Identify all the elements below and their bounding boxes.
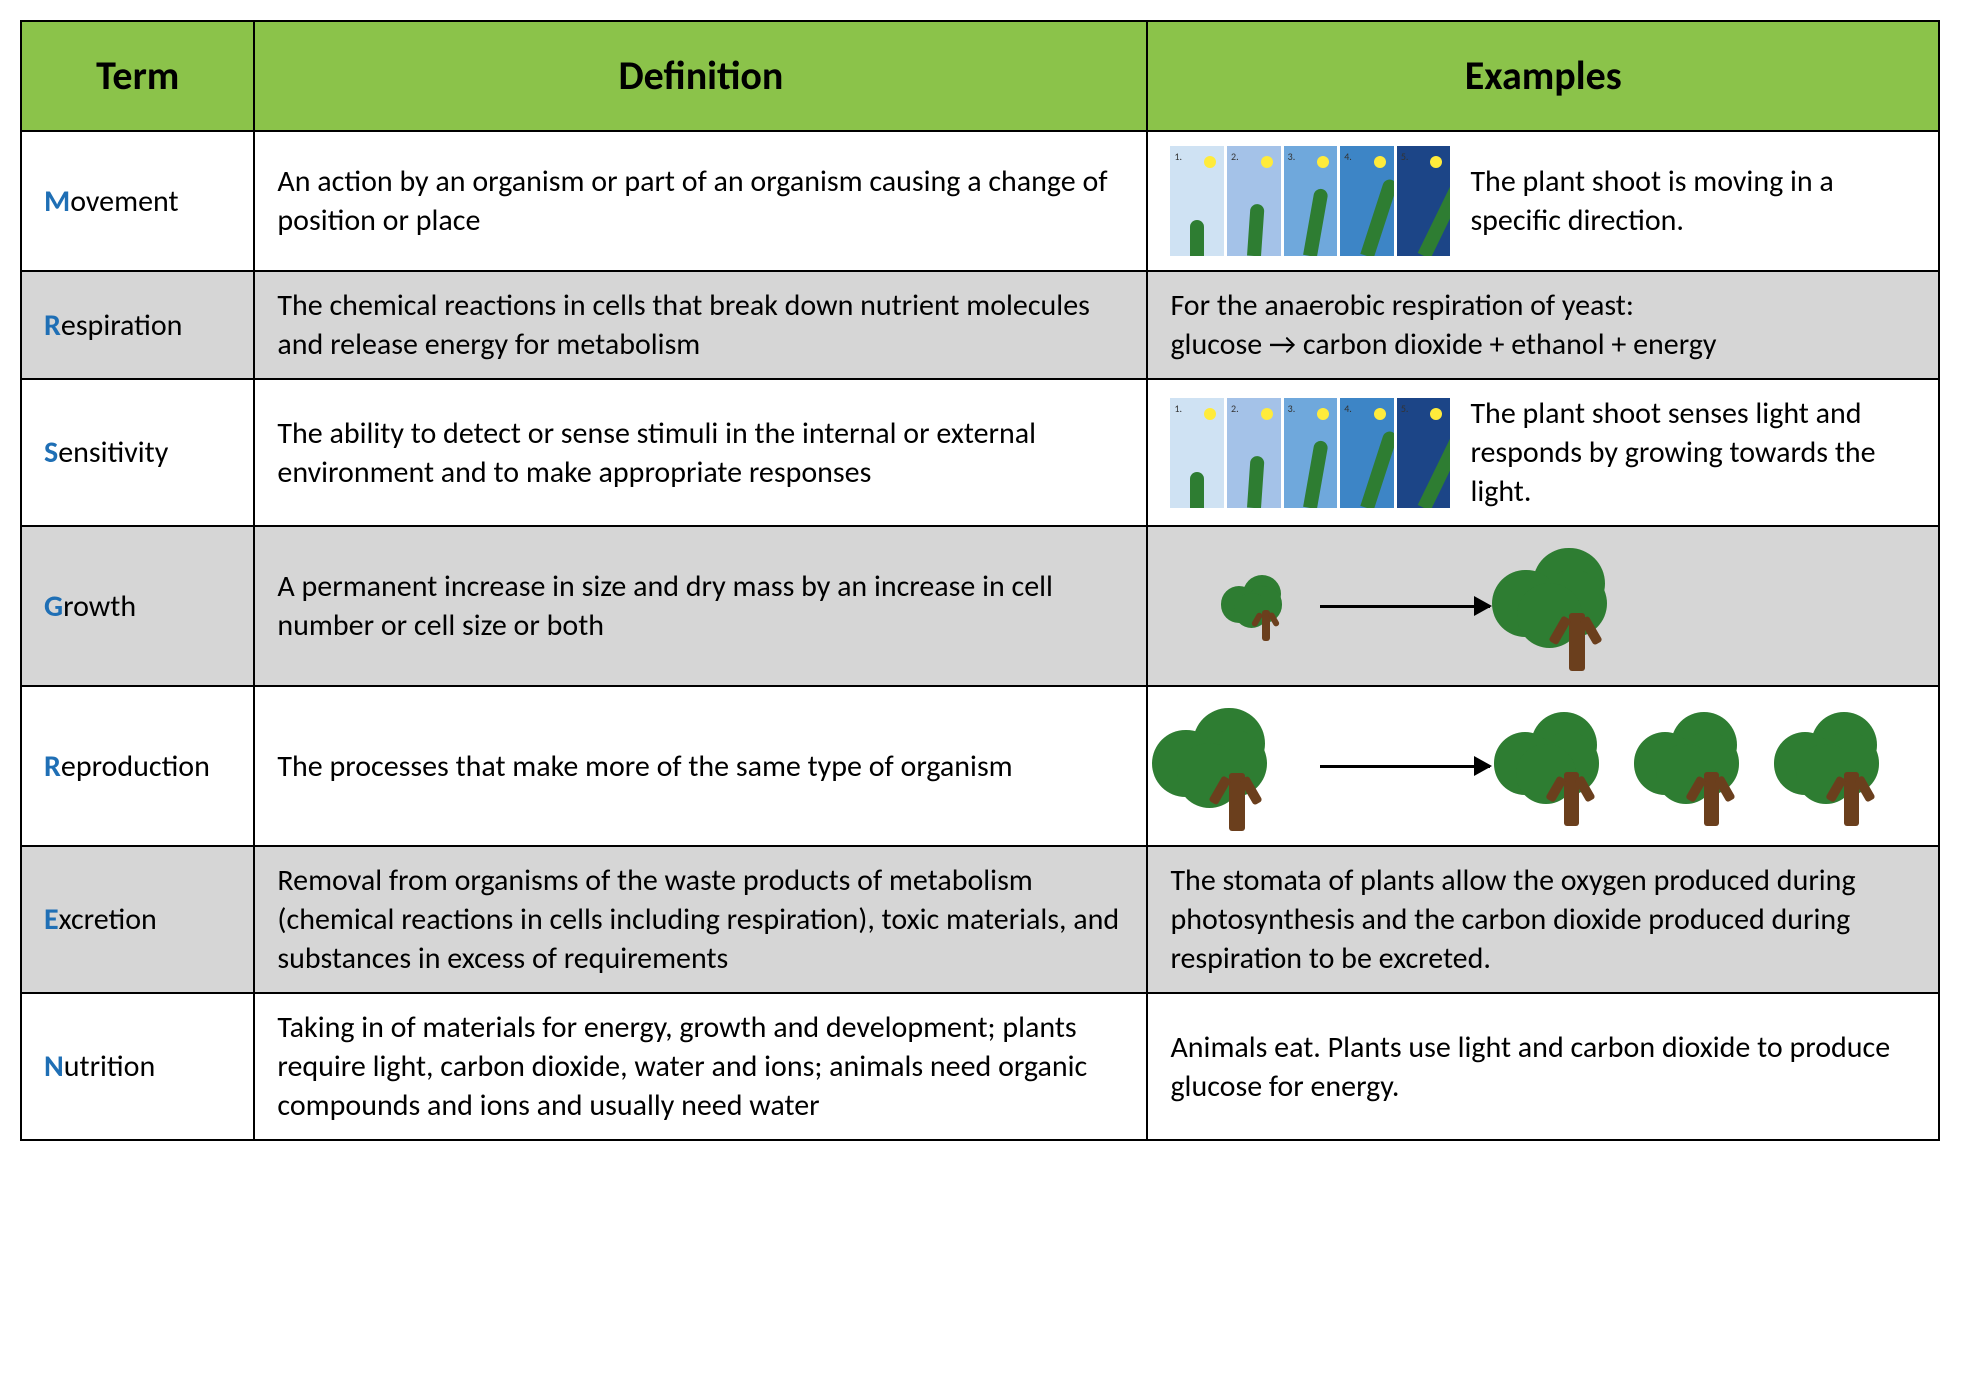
arrow-icon: [1320, 765, 1490, 768]
term-rest: ensitivity: [58, 434, 168, 471]
table-row: GrowthA permanent increase in size and d…: [21, 526, 1939, 686]
tree-icon: [1230, 571, 1300, 641]
term-cell: Reproduction: [21, 686, 254, 846]
phototropism-diagram: 1.2.3.4.5.: [1170, 398, 1450, 508]
term-first-letter: R: [44, 748, 61, 785]
header-row: Term Definition Examples: [21, 21, 1939, 131]
term-cell: Respiration: [21, 271, 254, 379]
definition-cell: The ability to detect or sense stimuli i…: [254, 379, 1147, 526]
example-cell: Animals eat. Plants use light and carbon…: [1147, 993, 1939, 1140]
term-cell: Sensitivity: [21, 379, 254, 526]
reproduction-diagram: [1170, 701, 1916, 831]
example-text: The plant shoot senses light and respond…: [1470, 394, 1916, 511]
definition-cell: The chemical reactions in cells that bre…: [254, 271, 1147, 379]
term-rest: ovement: [70, 183, 178, 220]
example-text: Animals eat. Plants use light and carbon…: [1170, 1029, 1890, 1105]
tree-icon: [1510, 706, 1630, 826]
term-rest: eproduction: [61, 748, 210, 785]
table-row: ReproductionThe processes that make more…: [21, 686, 1939, 846]
tree-icon: [1790, 706, 1910, 826]
table-row: MovementAn action by an organism or part…: [21, 131, 1939, 271]
example-cell: [1147, 526, 1939, 686]
definition-cell: An action by an organism or part of an o…: [254, 131, 1147, 271]
table-row: ExcretionRemoval from organisms of the w…: [21, 846, 1939, 993]
term-cell: Nutrition: [21, 993, 254, 1140]
example-text: The stomata of plants allow the oxygen p…: [1170, 862, 1855, 977]
term-rest: rowth: [63, 588, 136, 625]
example-cell: For the anaerobic respiration of yeast: …: [1147, 271, 1939, 379]
tree-icon: [1170, 701, 1300, 831]
term-first-letter: M: [44, 183, 70, 220]
col-header-definition: Definition: [254, 21, 1147, 131]
definition-cell: A permanent increase in size and dry mas…: [254, 526, 1147, 686]
table-row: NutritionTaking in of materials for ener…: [21, 993, 1939, 1140]
example-text: The plant shoot is moving in a specific …: [1470, 162, 1916, 240]
tree-icon: [1510, 541, 1640, 671]
term-cell: Growth: [21, 526, 254, 686]
col-header-term: Term: [21, 21, 254, 131]
definition-cell: Removal from organisms of the waste prod…: [254, 846, 1147, 993]
definition-cell: Taking in of materials for energy, growt…: [254, 993, 1147, 1140]
term-first-letter: R: [44, 307, 61, 344]
phototropism-diagram: 1.2.3.4.5.: [1170, 146, 1450, 256]
term-cell: Excretion: [21, 846, 254, 993]
growth-diagram: [1170, 541, 1916, 671]
arrow-icon: [1320, 605, 1490, 608]
mrsgren-table: Term Definition Examples MovementAn acti…: [20, 20, 1940, 1141]
table-row: SensitivityThe ability to detect or sens…: [21, 379, 1939, 526]
term-rest: xcretion: [59, 901, 157, 938]
definition-cell: The processes that make more of the same…: [254, 686, 1147, 846]
term-rest: espiration: [61, 307, 183, 344]
example-text: For the anaerobic respiration of yeast: …: [1170, 287, 1716, 363]
col-header-examples: Examples: [1147, 21, 1939, 131]
example-cell: 1.2.3.4.5.The plant shoot senses light a…: [1147, 379, 1939, 526]
term-first-letter: S: [44, 434, 58, 471]
term-first-letter: E: [44, 901, 59, 938]
term-first-letter: G: [44, 588, 63, 625]
term-cell: Movement: [21, 131, 254, 271]
example-cell: The stomata of plants allow the oxygen p…: [1147, 846, 1939, 993]
term-first-letter: N: [44, 1048, 64, 1085]
example-cell: [1147, 686, 1939, 846]
tree-icon: [1650, 706, 1770, 826]
example-cell: 1.2.3.4.5. The plant shoot is moving in a…: [1147, 131, 1939, 271]
table-row: RespirationThe chemical reactions in cel…: [21, 271, 1939, 379]
term-rest: utrition: [64, 1048, 155, 1085]
